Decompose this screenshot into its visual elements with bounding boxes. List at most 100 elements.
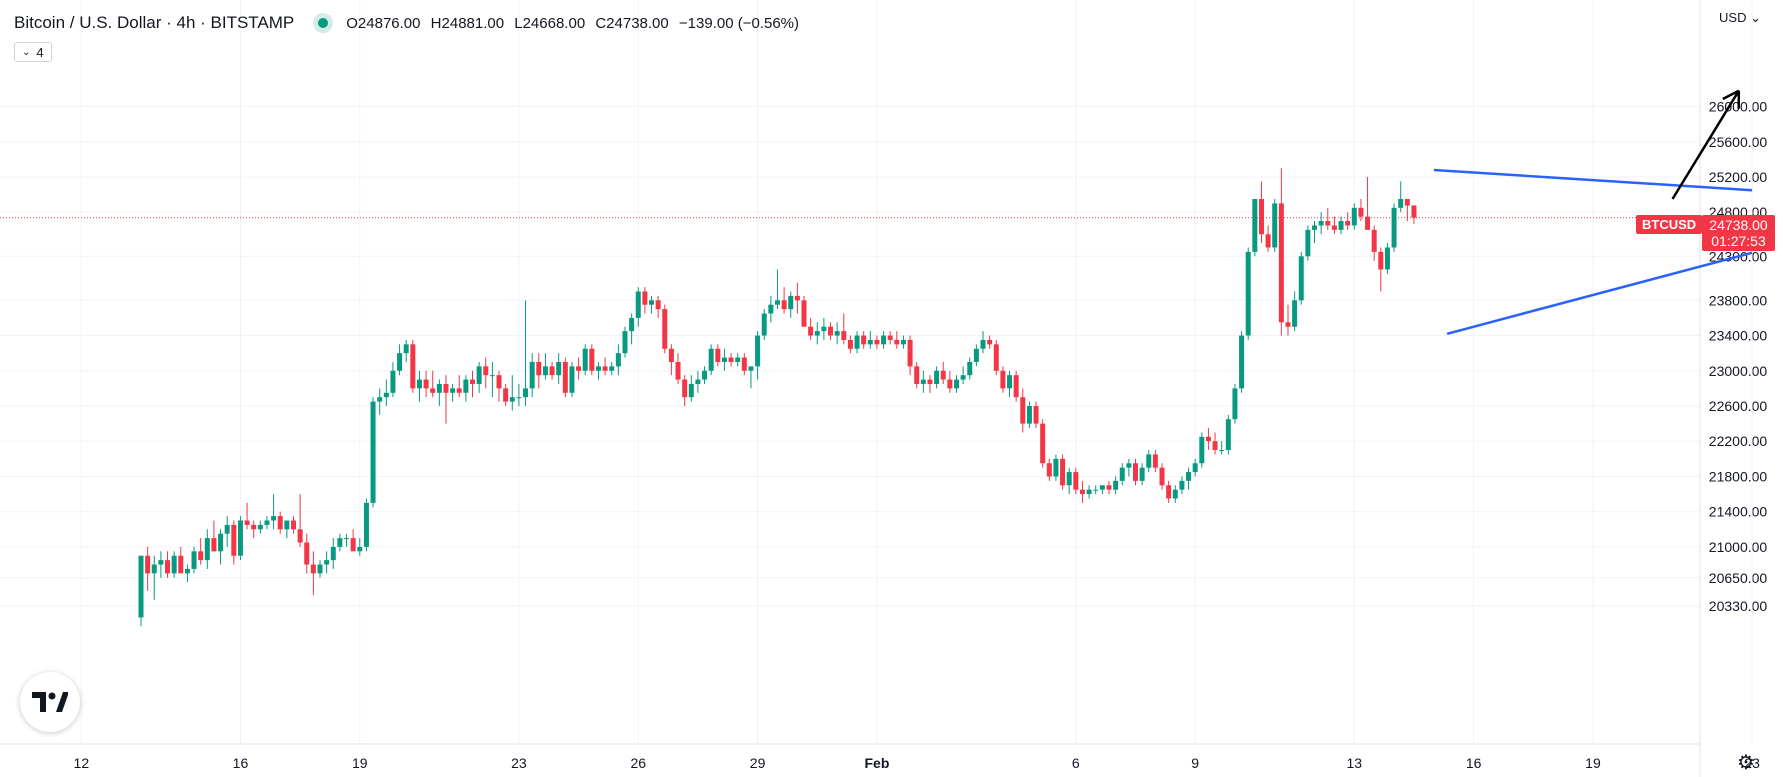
candle-body <box>397 353 403 371</box>
indicators-count: 4 <box>36 44 44 60</box>
candle-body <box>761 313 767 336</box>
candle-body <box>1232 388 1238 420</box>
candle-body <box>496 375 502 389</box>
candle-body <box>1066 472 1072 486</box>
candle-body <box>416 379 422 389</box>
candle-body <box>1106 485 1112 490</box>
candle-body <box>244 520 250 525</box>
candle-body <box>582 348 588 371</box>
low-value: L24668.00 <box>514 14 586 32</box>
candle-body <box>914 366 920 384</box>
currency-selector[interactable]: USD ⌄ <box>1719 10 1761 26</box>
candle-body <box>1225 419 1231 451</box>
candle-body <box>1358 207 1364 217</box>
candle-body <box>1053 458 1059 477</box>
candle-body <box>1365 216 1371 230</box>
candle-body <box>1312 225 1318 230</box>
candle-body <box>1119 467 1125 481</box>
chart-header: Bitcoin / U.S. Dollar · 4h · BITSTAMP O2… <box>14 13 805 33</box>
candle-body <box>1073 472 1079 490</box>
symbol-price-tag: BTCUSD <box>1636 215 1703 234</box>
candle-body <box>151 564 157 574</box>
candle-body <box>675 361 681 380</box>
candle-body <box>556 361 562 376</box>
candle-body <box>138 555 144 618</box>
candle-body <box>728 357 734 362</box>
y-tick-label: 23400.00 <box>1709 328 1768 344</box>
x-tick-label: 16 <box>1466 755 1482 771</box>
candle-body <box>390 370 396 393</box>
candle-body <box>781 300 787 310</box>
candle-body <box>204 538 210 561</box>
candle-body <box>702 370 708 380</box>
x-tick-label: 23 <box>511 755 527 771</box>
y-tick-label: 22200.00 <box>1709 433 1768 449</box>
candle-body <box>191 551 197 569</box>
candle-body <box>198 551 204 561</box>
candle-body <box>1245 251 1251 336</box>
candle-body <box>1159 467 1165 486</box>
candle-body <box>1371 229 1377 252</box>
indicators-toggle-button[interactable]: ⌄ 4 <box>14 42 52 62</box>
candle-body <box>423 379 429 389</box>
candle-body <box>463 379 469 393</box>
candle-body <box>960 375 966 380</box>
candle-body <box>145 555 151 574</box>
candle-body <box>231 524 237 556</box>
candle-body <box>450 388 456 393</box>
forecast-arrow <box>1671 90 1740 200</box>
candle-body <box>158 560 164 565</box>
candle-body <box>377 397 383 402</box>
candle-body <box>1086 489 1092 495</box>
candle-body <box>1351 207 1357 226</box>
candle-body <box>536 361 542 376</box>
forecast-arrow-head <box>1722 89 1740 101</box>
candle-body <box>934 370 940 384</box>
candle-body <box>1126 463 1132 468</box>
candle-body <box>695 379 701 384</box>
gear-icon[interactable]: ⚙ <box>1737 752 1755 774</box>
candle-body <box>1172 489 1178 499</box>
candle-body <box>1040 423 1046 464</box>
candle-body <box>363 502 369 547</box>
candle-body <box>715 348 721 362</box>
candle-body <box>284 520 290 530</box>
x-tick-label: 16 <box>233 755 249 771</box>
candle-body <box>1391 207 1397 248</box>
candle-body <box>589 348 595 371</box>
symbol-title[interactable]: Bitcoin / U.S. Dollar · 4h · BITSTAMP <box>14 13 295 32</box>
candle-body <box>542 366 548 376</box>
candle-body <box>476 366 482 384</box>
candle-body <box>867 339 873 345</box>
candle-body <box>277 516 283 530</box>
candle-body <box>688 383 694 398</box>
x-tick-label: 23 <box>1744 755 1760 771</box>
candle-body <box>443 383 449 393</box>
lower-trendline <box>1446 251 1753 335</box>
candle-body <box>774 300 780 305</box>
candle-body <box>410 344 416 389</box>
candle-body <box>1007 375 1013 389</box>
candle-body <box>1325 221 1331 226</box>
candle-body <box>370 401 376 503</box>
candle-body <box>1285 322 1291 327</box>
candle-body <box>1331 225 1337 230</box>
x-tick-label: 12 <box>74 755 90 771</box>
candle-body <box>184 568 190 574</box>
last-price-value: 24738.00 <box>1709 217 1768 233</box>
candle-body <box>953 379 959 389</box>
open-value: O24876.00 <box>346 14 421 32</box>
candle-body <box>211 538 217 552</box>
currency-label: USD <box>1719 10 1747 25</box>
close-value: C24738.00 <box>595 14 669 32</box>
candle-body <box>1152 454 1158 468</box>
candle-body <box>1278 203 1284 323</box>
candle-body <box>1093 489 1099 491</box>
tradingview-logo[interactable] <box>20 672 80 732</box>
market-status-icon <box>318 18 329 28</box>
candle-body <box>755 335 761 367</box>
ohlc-readout: O24876.00 H24881.00 L24668.00 C24738.00 … <box>346 15 805 32</box>
tradingview-logo-icon <box>32 692 68 712</box>
candle-body <box>602 366 608 371</box>
